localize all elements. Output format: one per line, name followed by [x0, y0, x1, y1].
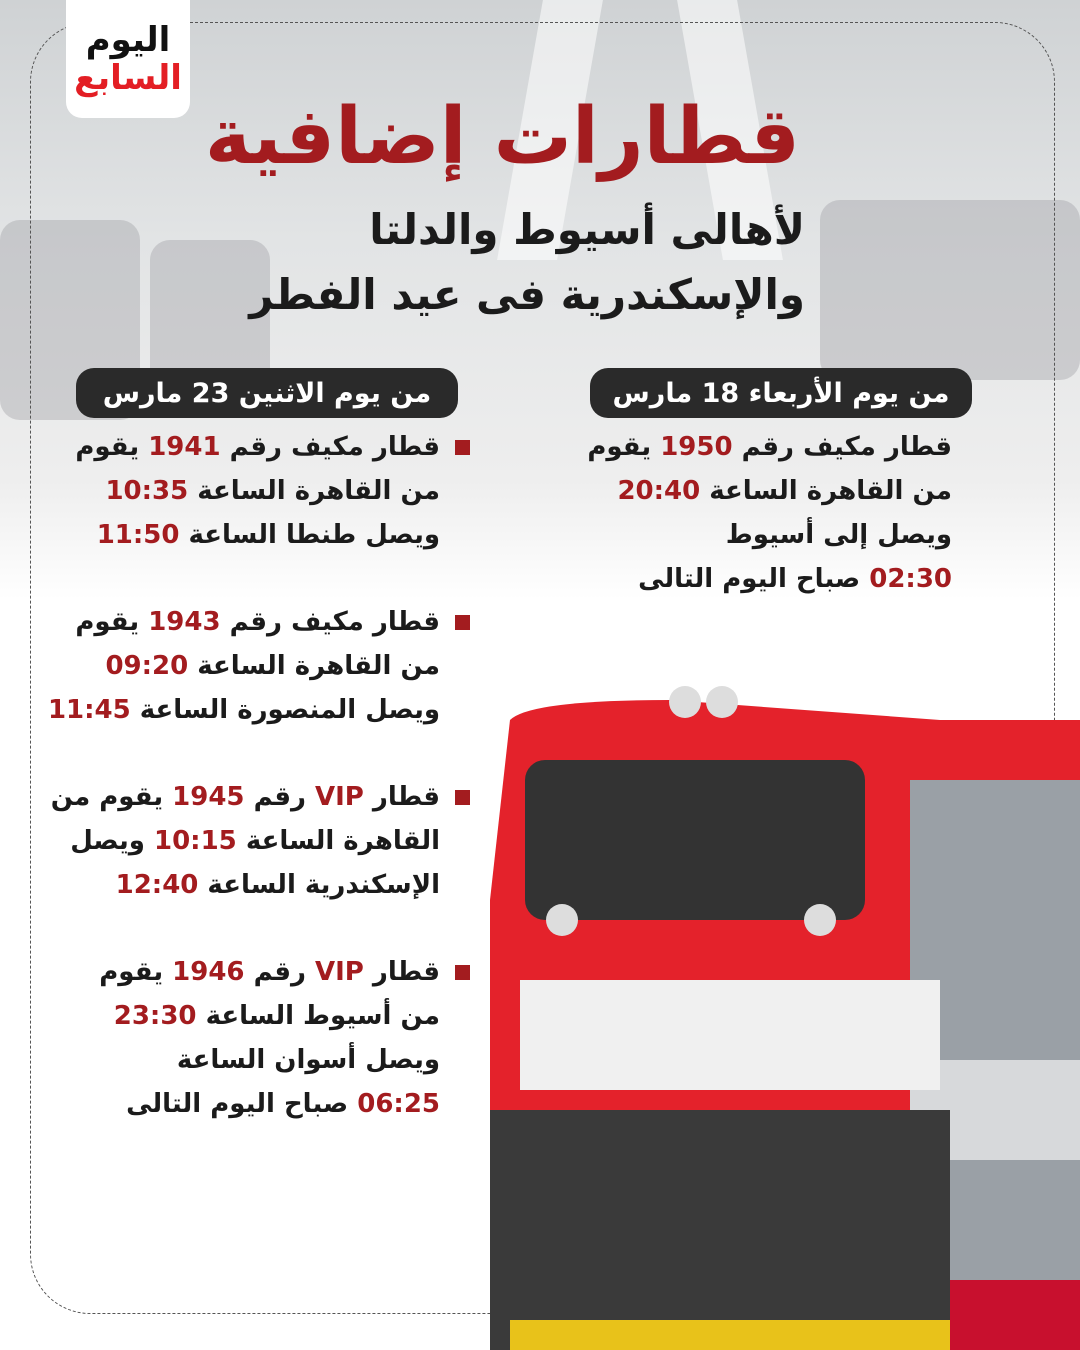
- item-line: ويصل إلى أسيوط: [552, 513, 952, 557]
- item-line: قطار VIP رقم 1945 يقوم من: [40, 775, 440, 819]
- logo-line2: السابع: [74, 58, 182, 98]
- right-column: قطار مكيف رقم 1950 يقوم من القاهرة الساعة…: [552, 425, 952, 644]
- subtitle-line-1: لأهالى أسيوط والدلتا: [369, 205, 805, 254]
- line-text: يقوم: [99, 957, 173, 987]
- bullet-icon: [455, 790, 470, 805]
- page-title: قطارات إضافية: [204, 92, 800, 182]
- line-text: رقم: [244, 782, 315, 812]
- line-text: قطار مكيف رقم: [732, 432, 952, 462]
- highlighted-value: 1946: [172, 957, 245, 987]
- logo-line1: اليوم: [85, 20, 171, 60]
- highlighted-value: 1950: [660, 432, 733, 462]
- line-text: رقم: [244, 957, 315, 987]
- item-line: من القاهرة الساعة 10:35: [40, 469, 440, 513]
- right-column-header: من يوم الأربعاء 18 مارس: [590, 368, 972, 418]
- highlighted-value: VIP: [315, 957, 364, 987]
- logo: اليوم السابع: [66, 0, 190, 118]
- line-text: يقوم: [587, 432, 661, 462]
- item-line: قطار مكيف رقم 1941 يقوم: [40, 425, 440, 469]
- highlighted-value: 10:15: [154, 826, 237, 856]
- highlighted-value: 23:30: [113, 1001, 197, 1031]
- line-text: قطار: [363, 782, 440, 812]
- line-text: من أسيوط الساعة: [196, 1001, 440, 1031]
- train-interior-background: [0, 0, 1080, 600]
- bullet-icon: [455, 440, 470, 455]
- train-item: قطار VIP رقم 1945 يقوم من القاهرة الساعة …: [40, 775, 470, 907]
- train-item: قطار مكيف رقم 1941 يقوم من القاهرة الساعة…: [40, 425, 470, 557]
- item-line: الإسكندرية الساعة 12:40: [40, 863, 440, 907]
- line-text: من القاهرة الساعة: [188, 651, 440, 681]
- highlighted-value: 11:45: [47, 695, 131, 725]
- line-text: قطار مكيف رقم: [220, 432, 440, 462]
- item-line: 02:30 صباح اليوم التالى: [552, 557, 952, 601]
- line-text: من القاهرة الساعة: [188, 476, 440, 506]
- highlighted-value: 06:25: [357, 1089, 440, 1119]
- line-text: يقوم: [75, 432, 149, 462]
- line-text: ويصل طنطا الساعة: [179, 520, 440, 550]
- train-item: قطار VIP رقم 1946 يقوم من أسيوط الساعة 23…: [40, 950, 470, 1126]
- highlighted-value: 11:50: [96, 520, 180, 550]
- item-line: ويصل المنصورة الساعة 11:45: [40, 688, 440, 732]
- line-text: قطار: [363, 957, 440, 987]
- highlighted-value: 02:30: [869, 564, 952, 594]
- bullet-icon: [455, 965, 470, 980]
- line-text: ويصل إلى أسيوط: [725, 520, 952, 550]
- highlighted-value: 1941: [148, 432, 221, 462]
- item-line: قطار مكيف رقم 1943 يقوم: [40, 600, 440, 644]
- item-line: من القاهرة الساعة 09:20: [40, 644, 440, 688]
- item-line: 06:25 صباح اليوم التالى: [40, 1082, 440, 1126]
- item-line: القاهرة الساعة 10:15 ويصل: [40, 819, 440, 863]
- left-column: قطار مكيف رقم 1941 يقوم من القاهرة الساعة…: [40, 425, 470, 1169]
- train-item: قطار مكيف رقم 1943 يقوم من القاهرة الساعة…: [40, 600, 470, 732]
- left-column-header: من يوم الاثنين 23 مارس: [76, 368, 458, 418]
- highlighted-value: 20:40: [617, 476, 701, 506]
- train-locomotive-image: [490, 686, 1080, 1350]
- highlighted-value: VIP: [315, 782, 364, 812]
- line-text: يقوم من: [50, 782, 173, 812]
- line-text: صباح اليوم التالى: [126, 1089, 358, 1119]
- highlighted-value: 1943: [148, 607, 221, 637]
- highlighted-value: 12:40: [115, 870, 199, 900]
- line-text: قطار مكيف رقم: [220, 607, 440, 637]
- bullet-icon: [455, 615, 470, 630]
- highlighted-value: 09:20: [105, 651, 189, 681]
- line-text: ويصل: [70, 826, 154, 856]
- line-text: من القاهرة الساعة: [700, 476, 952, 506]
- line-text: صباح اليوم التالى: [638, 564, 870, 594]
- item-line: من أسيوط الساعة 23:30: [40, 994, 440, 1038]
- item-line: ويصل أسوان الساعة: [40, 1038, 440, 1082]
- line-text: ويصل المنصورة الساعة: [130, 695, 440, 725]
- highlighted-value: 10:35: [105, 476, 189, 506]
- item-line: من القاهرة الساعة 20:40: [552, 469, 952, 513]
- subtitle-line-2: والإسكندرية فى عيد الفطر: [249, 270, 805, 319]
- line-text: الإسكندرية الساعة: [198, 870, 440, 900]
- line-text: ويصل أسوان الساعة: [176, 1045, 440, 1075]
- item-line: قطار مكيف رقم 1950 يقوم: [552, 425, 952, 469]
- line-text: يقوم: [75, 607, 149, 637]
- item-line: ويصل طنطا الساعة 11:50: [40, 513, 440, 557]
- item-line: قطار VIP رقم 1946 يقوم: [40, 950, 440, 994]
- highlighted-value: 1945: [172, 782, 245, 812]
- train-item: قطار مكيف رقم 1950 يقوم من القاهرة الساعة…: [552, 425, 952, 601]
- line-text: القاهرة الساعة: [236, 826, 440, 856]
